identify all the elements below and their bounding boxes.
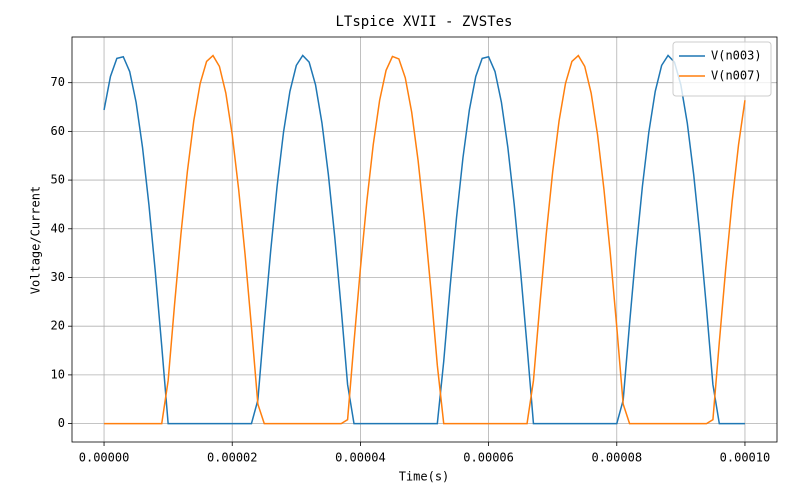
y-tick-label: 10 [51,367,65,381]
y-tick-label: 30 [51,270,65,284]
x-tick-label: 0.00000 [79,451,130,465]
y-tick-label: 60 [51,124,65,138]
plot-frame [71,36,778,443]
y-axis-label: Voltage/Current [29,186,43,294]
legend-label: V(n007) [711,69,762,83]
x-tick-label: 0.00002 [207,451,258,465]
x-axis-label: Time(s) [399,470,450,484]
legend-label: V(n003) [711,49,762,63]
chart-title: LTspice XVII - ZVSTes [335,14,512,30]
y-tick-label: 20 [51,319,65,333]
x-tick-label: 0.00010 [720,451,771,465]
y-tick-label: 50 [51,173,65,187]
y-tick-label: 70 [51,75,65,89]
y-tick-label: 40 [51,221,65,235]
series-line [103,54,745,425]
x-tick-label: 0.00004 [335,451,386,465]
y-tick-label: 0 [58,416,65,430]
x-tick-label: 0.00008 [591,451,642,465]
series-line [104,54,746,425]
x-tick-label: 0.00006 [463,451,514,465]
